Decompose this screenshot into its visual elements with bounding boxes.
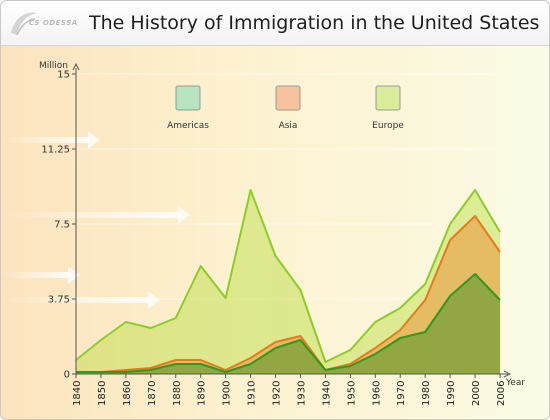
x-tick-label: 1970 [396, 381, 407, 406]
y-axis-label: Million [39, 61, 68, 71]
x-tick-label: 1850 [97, 381, 108, 406]
y-tick-label: 15 [57, 70, 70, 81]
x-tick-label: 1920 [272, 381, 283, 406]
y-axis-arrow-icon [72, 62, 80, 71]
bg-arrow-head-icon [178, 206, 190, 224]
area-americas [76, 274, 500, 374]
x-tick-label: 2006 [496, 381, 507, 406]
legend-label-americas: Americas [167, 121, 209, 131]
line-americas [76, 273, 501, 373]
area-europe [76, 190, 500, 374]
bg-arrow-shaft [0, 212, 180, 218]
bg-arrow-head-icon [88, 131, 100, 149]
logo-text: CS ODESSA [29, 19, 78, 27]
legend-label-asia: Asia [279, 121, 298, 131]
legend: Americas Asia Europe [167, 85, 404, 131]
line-europe [75, 189, 501, 363]
bg-arrow-shaft [0, 137, 90, 143]
logo-swoosh-icon [11, 12, 37, 36]
x-tick-label: 1900 [222, 381, 233, 406]
bg-arrow-shaft [0, 297, 150, 303]
line-asia [76, 215, 501, 373]
x-tick-label: 1880 [172, 381, 183, 406]
background-arrows [0, 131, 190, 309]
x-tick-label: 1890 [197, 381, 208, 406]
bg-arrow-head-icon [148, 291, 160, 309]
y-tick-label: 3.75 [48, 295, 70, 306]
chart-header: CS ODESSA The History of Immigration in … [1, 1, 549, 46]
y-tick-label: 7.5 [54, 220, 70, 231]
x-tick-labels: 1840 1850 1860 1870 1880 1890 1900 1910 1920 1930… [72, 374, 507, 406]
x-tick-label: 2000 [471, 381, 482, 406]
bg-arrow-shaft [0, 272, 70, 278]
legend-swatch-asia [275, 85, 301, 111]
area-series-group [75, 189, 501, 374]
x-tick-label: 1940 [321, 381, 332, 406]
axes-group [72, 62, 512, 378]
x-tick-label: 1990 [446, 381, 457, 406]
x-axis-arrow-icon [503, 370, 512, 378]
x-tick-label: 1910 [247, 381, 258, 406]
legend-swatch-europe [375, 85, 401, 111]
y-tick-label: 0 [64, 370, 70, 381]
x-tick-label: 1980 [421, 381, 432, 406]
bg-arrow-head-icon [68, 266, 80, 284]
y-tick-label: 11.25 [41, 145, 70, 156]
x-tick-label: 1930 [296, 381, 307, 406]
x-tick-label: 1960 [371, 381, 382, 406]
y-tick-labels: 0 3.75 7.5 11.25 15 [41, 70, 76, 381]
x-tick-label: 1950 [346, 381, 357, 406]
legend-label-europe: Europe [372, 121, 404, 131]
legend-swatch-americas [175, 85, 201, 111]
x-tick-label: 1860 [122, 381, 133, 406]
x-tick-label: 1840 [72, 381, 83, 406]
x-axis-label: Year [505, 378, 525, 388]
chart-title: The History of Immigration in the United… [89, 12, 540, 34]
x-tick-label: 1870 [147, 381, 158, 406]
